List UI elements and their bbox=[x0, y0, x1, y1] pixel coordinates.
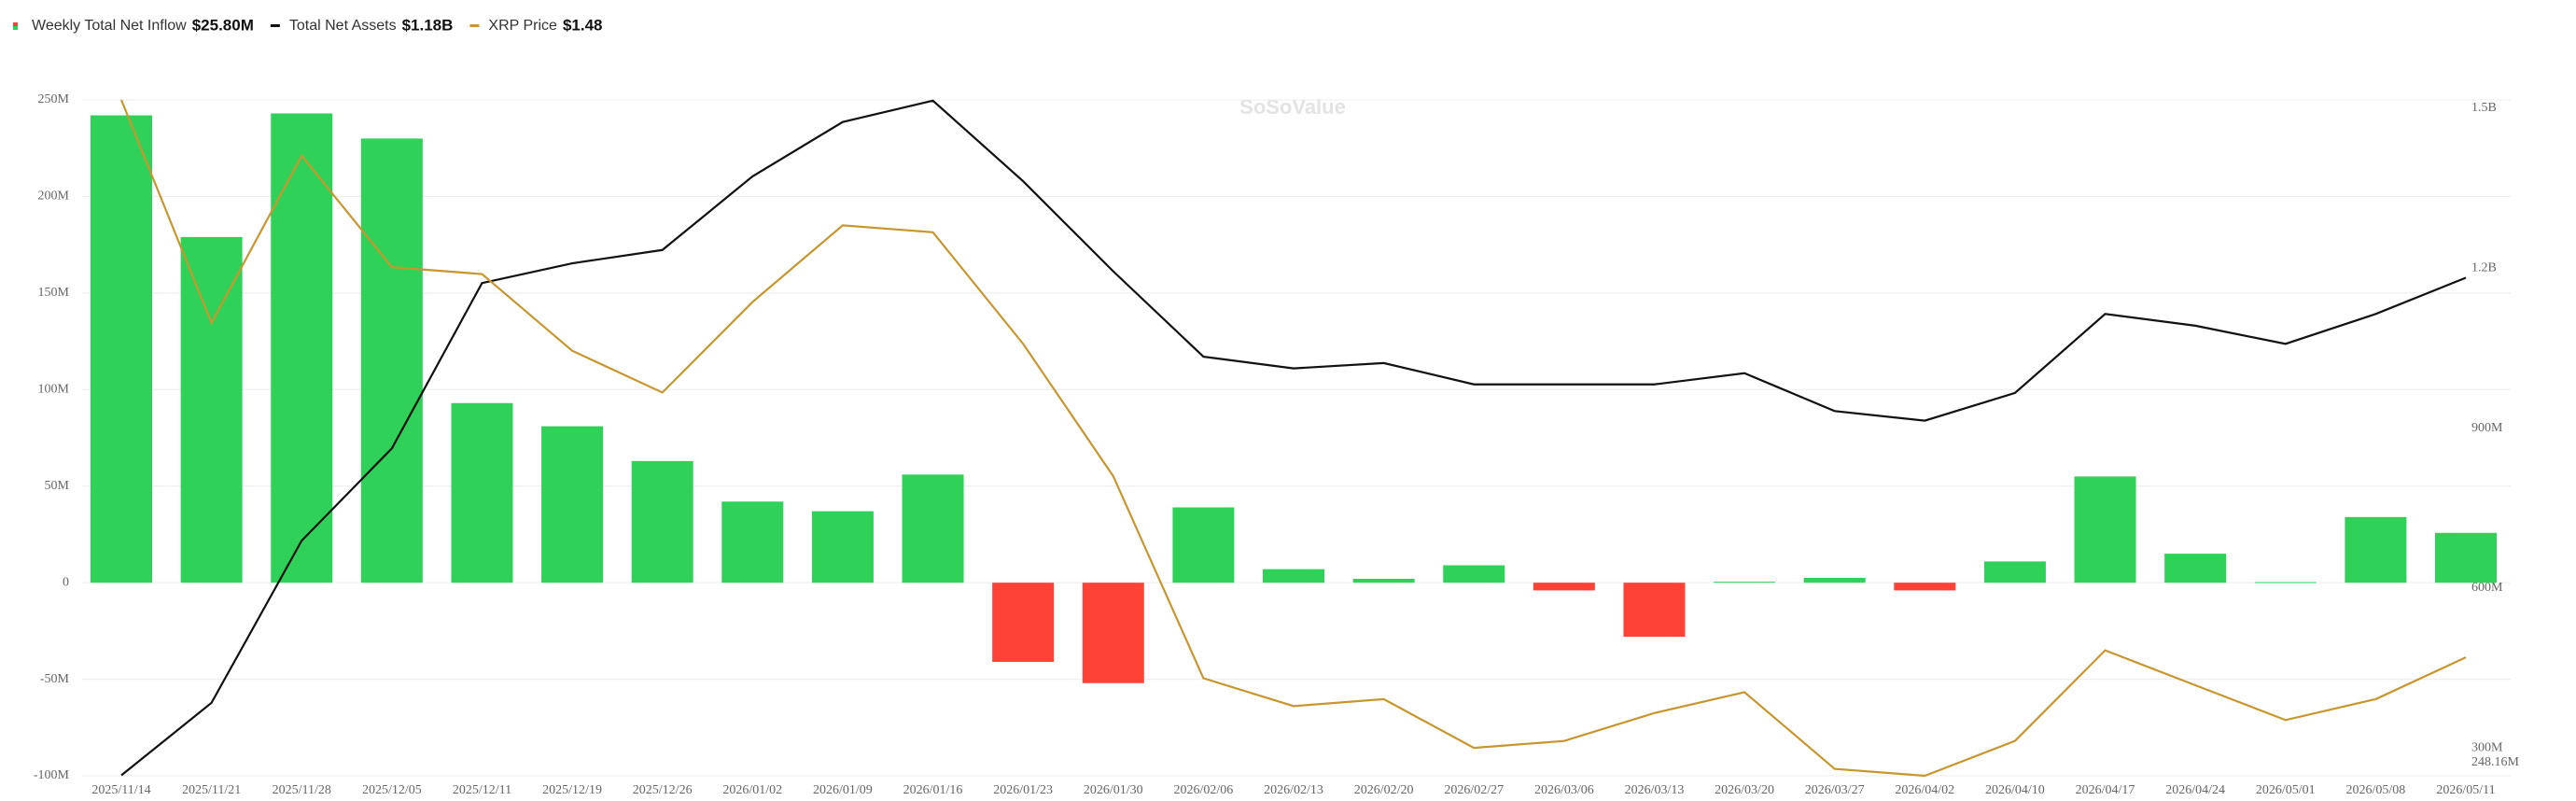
x-tick-label: 2025/11/14 bbox=[91, 783, 150, 797]
legend-item: Total Net Assets $1.18B bbox=[270, 16, 454, 34]
bar bbox=[2435, 532, 2497, 583]
bar bbox=[1623, 583, 1686, 638]
legend-value: $1.48 bbox=[563, 16, 603, 34]
x-tick-label: 2026/02/13 bbox=[1264, 783, 1323, 797]
bar bbox=[2074, 476, 2136, 583]
x-tick-label: 2025/12/19 bbox=[542, 783, 602, 797]
bar bbox=[1263, 569, 1324, 583]
x-tick-label: 2026/02/06 bbox=[1173, 783, 1233, 797]
bar bbox=[631, 460, 693, 583]
y-tick-label: -50M bbox=[40, 672, 70, 686]
x-tick-label: 2026/03/13 bbox=[1625, 783, 1685, 797]
bar bbox=[360, 138, 423, 583]
x-tick-label: 2026/05/01 bbox=[2256, 783, 2316, 797]
y2-tick-label: 248.16M bbox=[2471, 755, 2520, 769]
bar bbox=[1894, 583, 1956, 591]
bar bbox=[2345, 516, 2407, 583]
bar bbox=[541, 426, 604, 583]
x-tick-label: 2026/03/20 bbox=[1715, 783, 1774, 797]
bar bbox=[1352, 579, 1415, 583]
legend-item: Weekly Total Net Inflow $25.80M bbox=[13, 16, 254, 34]
x-tick-label: 2025/11/21 bbox=[182, 783, 241, 797]
bar bbox=[902, 474, 964, 583]
x-tick-label: 2026/02/27 bbox=[1444, 783, 1504, 797]
bar bbox=[1714, 582, 1776, 583]
x-tick-label: 2026/01/02 bbox=[722, 783, 782, 797]
watermark: SoSoValue bbox=[1239, 95, 1346, 119]
x-tick-label: 2025/12/26 bbox=[633, 783, 693, 797]
x-tick-label: 2026/01/30 bbox=[1084, 783, 1143, 797]
bar bbox=[721, 501, 784, 583]
bar bbox=[1082, 583, 1144, 683]
legend-swatch bbox=[13, 22, 18, 26]
y-tick-label: 250M bbox=[38, 92, 70, 106]
bar bbox=[1803, 577, 1866, 583]
bar bbox=[1172, 507, 1235, 583]
legend-swatch bbox=[13, 26, 18, 30]
x-tick-label: 2026/04/24 bbox=[2165, 783, 2225, 797]
bar bbox=[180, 236, 243, 583]
bar bbox=[992, 583, 1055, 662]
legend-value: $1.18B bbox=[402, 16, 454, 34]
y2-tick-label: 1.2B bbox=[2471, 260, 2497, 274]
x-tick-label: 2026/05/08 bbox=[2345, 783, 2405, 797]
bar bbox=[1533, 583, 1595, 591]
y2-tick-label: 900M bbox=[2471, 421, 2503, 435]
legend-value: $25.80M bbox=[192, 16, 254, 34]
line bbox=[119, 99, 2467, 778]
bar bbox=[1983, 561, 2046, 583]
y-tick-label: 0 bbox=[63, 575, 69, 589]
y2-tick-label: 300M bbox=[2471, 741, 2503, 755]
x-tick-label: 2026/04/02 bbox=[1895, 783, 1954, 797]
x-tick-label: 2026/01/09 bbox=[813, 783, 873, 797]
legend-label: Weekly Total Net Inflow bbox=[32, 18, 187, 34]
x-tick-label: 2026/01/23 bbox=[993, 783, 1053, 797]
y-tick-label: 200M bbox=[38, 190, 70, 204]
y2-tick-label: 1.5B bbox=[2471, 101, 2497, 115]
x-tick-label: 2026/03/27 bbox=[1805, 783, 1865, 797]
x-tick-label: 2026/04/17 bbox=[2076, 783, 2135, 797]
legend-swatch bbox=[270, 24, 280, 27]
x-tick-label: 2026/04/10 bbox=[1985, 783, 2045, 797]
x-tick-label: 2025/11/28 bbox=[273, 783, 331, 797]
bar bbox=[451, 402, 513, 583]
bar bbox=[2164, 554, 2227, 583]
bar bbox=[1443, 565, 1505, 583]
line bbox=[120, 99, 2467, 777]
x-tick-label: 2026/02/20 bbox=[1354, 783, 1414, 797]
legend-label: XRP Price bbox=[488, 18, 557, 34]
x-tick-label: 2026/03/06 bbox=[1534, 783, 1594, 797]
y-tick-label: 100M bbox=[38, 383, 70, 397]
bar bbox=[91, 115, 152, 583]
x-tick-label: 2026/05/11 bbox=[2436, 783, 2495, 797]
x-tick-label: 2026/01/16 bbox=[903, 783, 963, 797]
y-tick-label: -100M bbox=[34, 768, 70, 782]
x-tick-label: 2025/12/11 bbox=[453, 783, 511, 797]
y-tick-label: 150M bbox=[38, 286, 70, 300]
legend-label: Total Net Assets bbox=[289, 18, 397, 34]
legend-swatch bbox=[469, 24, 480, 27]
y-tick-label: 50M bbox=[45, 479, 70, 493]
x-tick-label: 2025/12/05 bbox=[362, 783, 422, 797]
y2-tick-label: 600M bbox=[2471, 581, 2503, 595]
legend-item: XRP Price $1.48 bbox=[469, 16, 602, 34]
bar bbox=[811, 511, 874, 583]
